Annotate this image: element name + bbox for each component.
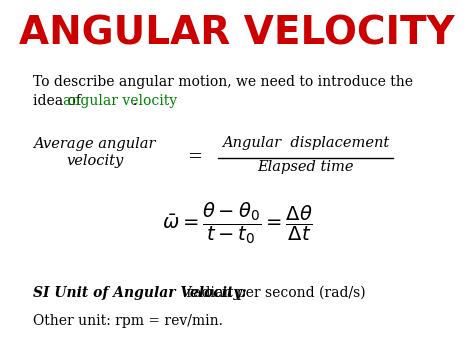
Text: To describe angular motion, we need to introduce the: To describe angular motion, we need to i… <box>33 75 413 88</box>
Text: Average angular: Average angular <box>34 137 156 151</box>
Text: =: = <box>187 148 202 166</box>
Text: radian per second (rad/s): radian per second (rad/s) <box>182 286 366 300</box>
Text: velocity: velocity <box>66 154 123 168</box>
Text: $\bar{\omega} = \dfrac{\theta - \theta_0}{t - t_0} = \dfrac{\Delta\theta}{\Delta: $\bar{\omega} = \dfrac{\theta - \theta_0… <box>162 201 312 246</box>
Text: angular velocity: angular velocity <box>63 94 177 108</box>
Text: SI Unit of Angular Velocity:: SI Unit of Angular Velocity: <box>33 286 247 300</box>
Text: .: . <box>133 94 137 108</box>
Text: Elapsed time: Elapsed time <box>257 160 354 174</box>
Text: Angular  displacement: Angular displacement <box>222 136 389 149</box>
Text: Other unit: rpm = rev/min.: Other unit: rpm = rev/min. <box>33 314 223 328</box>
Text: idea of: idea of <box>33 94 85 108</box>
Text: ANGULAR VELOCITY: ANGULAR VELOCITY <box>19 14 455 52</box>
